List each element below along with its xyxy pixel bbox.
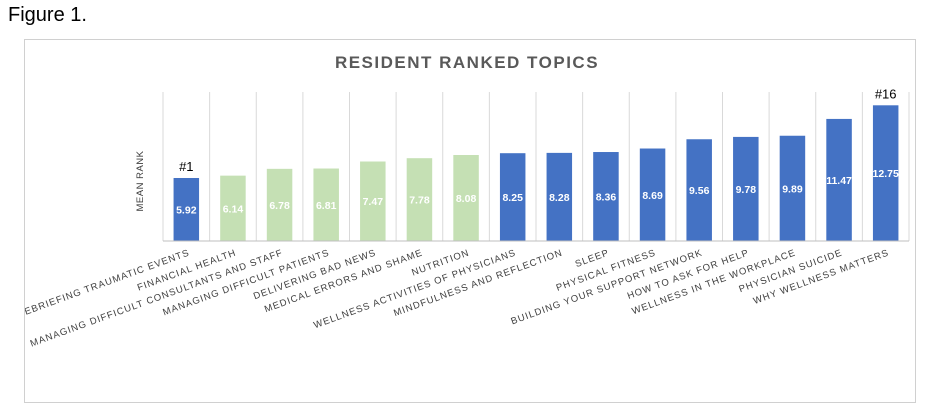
data-label: 9.56	[689, 185, 710, 197]
bars	[173, 105, 899, 241]
gridlines	[162, 92, 910, 241]
chart-title: RESIDENT RANKED TOPICS	[335, 53, 599, 72]
bar	[686, 139, 712, 241]
bar	[220, 175, 246, 241]
data-label: 8.28	[549, 192, 570, 204]
data-label: 9.78	[736, 184, 757, 196]
bar	[826, 118, 852, 241]
figure-caption: Figure 1.	[8, 4, 87, 26]
data-label: 7.47	[363, 196, 384, 208]
chart-frame: RESIDENT RANKED TOPICS MEAN RANK 5.92 6.1…	[24, 39, 916, 403]
data-label: 11.47	[826, 175, 852, 187]
bar	[453, 155, 479, 241]
data-label: 9.89	[782, 183, 803, 195]
annotations: #1 #16	[179, 86, 896, 174]
bar	[779, 135, 806, 241]
data-label: 8.69	[642, 190, 663, 202]
bar	[639, 148, 666, 241]
bar	[266, 168, 293, 241]
bar	[872, 105, 899, 241]
bar	[593, 152, 619, 241]
data-label: 7.78	[409, 195, 430, 207]
data-label: 6.14	[223, 203, 244, 215]
y-axis-label: MEAN RANK	[135, 150, 146, 211]
data-label: 8.36	[596, 192, 617, 204]
bar	[733, 136, 759, 241]
data-label: 5.92	[176, 204, 197, 216]
data-label: 8.08	[456, 193, 477, 205]
bar	[313, 168, 339, 241]
bar	[546, 152, 573, 241]
data-label: 6.78	[269, 200, 290, 212]
bar	[499, 153, 526, 241]
value-labels: 5.92 6.14 6.78 6.81 7.47 7.78 8.08 8.25 8.28 8.36…	[176, 168, 899, 216]
bar	[173, 177, 200, 241]
rank-annotation: #1	[179, 159, 193, 174]
bar	[360, 161, 386, 241]
bar-chart: RESIDENT RANKED TOPICS MEAN RANK 5.92 6.1…	[25, 53, 910, 350]
data-label: 6.81	[316, 200, 337, 212]
data-label: 8.25	[502, 192, 523, 204]
rank-annotation: #16	[875, 86, 897, 101]
data-label: 12.75	[873, 168, 899, 180]
bar	[406, 158, 433, 241]
